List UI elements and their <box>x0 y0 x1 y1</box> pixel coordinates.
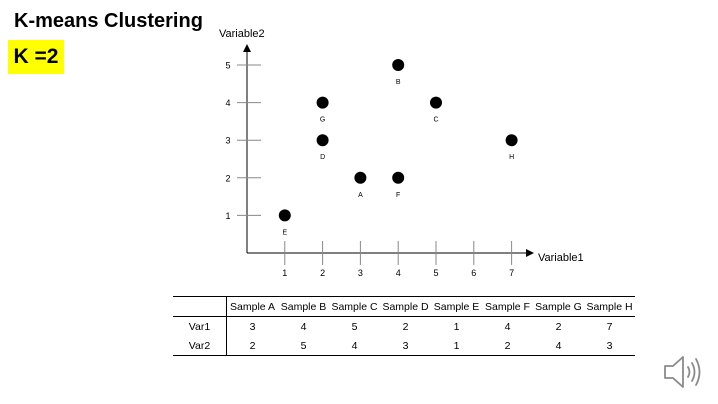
table-row: Var1 3 4 5 2 1 4 2 7 <box>173 316 635 336</box>
sample-data-table: Sample A Sample B Sample C Sample D Samp… <box>173 296 635 356</box>
data-point-e <box>278 209 291 222</box>
table-cell: 1 <box>453 320 460 333</box>
speaker-icon[interactable] <box>660 352 704 392</box>
x-tick-label: 4 <box>396 268 401 278</box>
table-cell: 2 <box>402 320 409 333</box>
table-cell: 3 <box>249 320 256 333</box>
y-tick-label: 5 <box>225 61 230 71</box>
table-cell: 4 <box>555 339 562 352</box>
x-tick-label: 7 <box>509 268 514 278</box>
y-tick-label: 2 <box>225 173 230 183</box>
k-value-badge: K =2 <box>8 40 64 74</box>
data-point-b <box>392 59 405 71</box>
table-column-header: Sample C <box>331 300 378 313</box>
table-column-header: Sample H <box>586 300 633 313</box>
data-point-label: B <box>396 79 401 86</box>
y-tick-label: 1 <box>225 211 230 221</box>
y-tick-group: 1 2 3 4 5 <box>225 61 261 221</box>
data-point-g <box>316 96 329 109</box>
table-cell: 3 <box>606 339 613 352</box>
table-column-header: Sample E <box>433 300 480 313</box>
table-cell: 2 <box>555 320 562 333</box>
x-tick-label: 2 <box>320 268 325 278</box>
x-tick-label: 6 <box>471 268 476 278</box>
table-cell: 4 <box>351 339 358 352</box>
slide-title: K-means Clustering <box>14 10 203 32</box>
x-tick-group: 1 2 3 4 5 6 7 <box>282 241 514 278</box>
table-column-header: Sample G <box>535 300 582 313</box>
table-column-header: Sample F <box>485 300 530 313</box>
data-point-h <box>505 134 518 147</box>
data-point-c <box>430 96 442 109</box>
k-value-label: K =2 <box>13 45 59 68</box>
table-cell: 2 <box>249 339 256 352</box>
table-column-header: Sample A <box>230 300 275 313</box>
table-row: Var2 2 5 4 3 1 2 4 3 <box>173 336 635 356</box>
table-column-header: Sample D <box>382 300 429 313</box>
x-tick-label: 3 <box>358 268 363 278</box>
table-row-label: Var2 <box>173 336 227 356</box>
data-point-label: C <box>433 117 438 124</box>
data-point-label: G <box>320 117 325 124</box>
table-cell: 1 <box>453 339 460 352</box>
data-point-group: A B C D E F G H <box>278 59 518 236</box>
data-point-label: E <box>282 229 287 236</box>
table-cell: 5 <box>300 339 307 352</box>
table-cell: 2 <box>504 339 511 352</box>
data-point-label: H <box>509 154 514 161</box>
y-tick-label: 4 <box>225 98 230 108</box>
x-axis-title: Variable1 <box>538 252 584 264</box>
data-point-label: F <box>396 192 400 199</box>
data-point-label: D <box>320 154 325 161</box>
x-tick-label: 1 <box>282 268 287 278</box>
table-cell: 4 <box>504 320 511 333</box>
data-point-f <box>392 171 405 184</box>
data-point-d <box>316 134 329 147</box>
x-tick-label: 5 <box>433 268 438 278</box>
table-row-label: Var1 <box>173 316 227 336</box>
table-header-row: Sample A Sample B Sample C Sample D Samp… <box>173 296 635 317</box>
y-axis-title: Variable2 <box>219 28 265 40</box>
table-corner-cell <box>173 296 227 317</box>
table-cell: 4 <box>300 320 307 333</box>
data-point-a <box>354 171 367 184</box>
table-cell: 7 <box>606 320 613 333</box>
table-column-header: Sample B <box>280 300 327 313</box>
y-tick-label: 3 <box>225 136 230 146</box>
table-cell: 3 <box>402 339 409 352</box>
data-point-label: A <box>358 192 363 199</box>
table-cell: 5 <box>351 320 358 333</box>
